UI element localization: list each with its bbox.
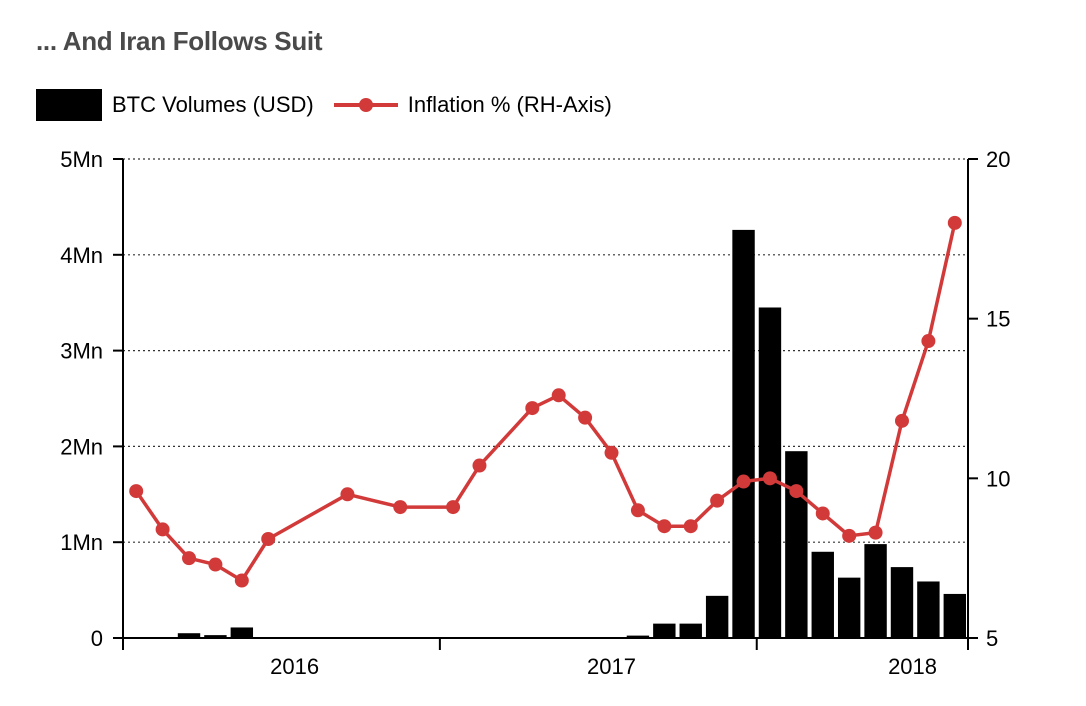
left-axis-tick-label: 1Mn — [60, 530, 103, 555]
legend-item-btc-volumes: BTC Volumes (USD) — [36, 89, 314, 121]
bar — [864, 544, 887, 638]
right-axis-tick-label: 10 — [986, 466, 1010, 491]
inflation-point — [208, 557, 223, 572]
inflation-point — [842, 528, 857, 543]
inflation-point — [604, 445, 619, 460]
inflation-point — [182, 551, 197, 566]
bar — [732, 229, 755, 638]
inflation-point — [630, 503, 645, 518]
inflation-point — [921, 334, 936, 349]
inflation-point — [710, 493, 725, 508]
inflation-point — [789, 484, 804, 499]
right-axis-tick-label: 15 — [986, 307, 1010, 332]
bar — [204, 635, 227, 638]
inflation-point — [261, 532, 276, 547]
inflation-point — [947, 215, 962, 230]
bar — [177, 633, 201, 638]
x-axis-tick-label: 2018 — [888, 654, 937, 679]
inflation-point — [129, 484, 144, 499]
legend-line-swatch — [333, 98, 398, 112]
inflation-point — [683, 519, 698, 534]
x-axis-tick-label: 2017 — [587, 654, 636, 679]
bar — [230, 627, 254, 638]
legend-bar-swatch — [36, 89, 102, 121]
bar — [653, 623, 676, 638]
legend-item-inflation: Inflation % (RH-Axis) — [333, 92, 612, 118]
inflation-point — [234, 573, 249, 588]
inflation-point — [868, 525, 883, 540]
inflation-point — [155, 522, 170, 537]
bar — [917, 581, 940, 638]
inflation-point — [472, 458, 487, 473]
right-axis-tick-label: 5 — [986, 626, 998, 651]
inflation-point — [894, 413, 909, 428]
inflation-point — [446, 500, 461, 515]
bar — [705, 595, 729, 638]
inflation-point — [340, 487, 355, 502]
inflation-point — [393, 500, 408, 515]
bar — [811, 551, 834, 638]
inflation-point — [525, 401, 540, 416]
inflation-point — [657, 519, 672, 534]
bar — [679, 623, 702, 638]
left-axis-tick-label: 5Mn — [60, 147, 103, 172]
inflation-point — [762, 471, 777, 486]
bar — [890, 567, 914, 638]
inflation-point — [815, 506, 830, 521]
inflation-line — [134, 222, 957, 583]
chart-title: ... And Iran Follows Suit — [36, 26, 323, 56]
bar — [785, 451, 808, 638]
inflation-point — [578, 410, 593, 425]
inflation-point — [736, 474, 751, 489]
bar — [943, 593, 966, 638]
bar — [837, 577, 861, 638]
inflation-point — [551, 388, 566, 403]
left-axis-tick-label: 3Mn — [60, 339, 103, 364]
left-axis-tick-label: 2Mn — [60, 434, 103, 459]
left-axis-tick-label: 0 — [91, 626, 103, 651]
legend-label-btc-volumes: BTC Volumes (USD) — [112, 92, 314, 117]
legend: BTC Volumes (USD) Inflation % (RH-Axis) — [36, 88, 632, 122]
right-axis-tick-label: 20 — [986, 147, 1010, 172]
legend-label-inflation: Inflation % (RH-Axis) — [407, 92, 612, 117]
bar — [626, 635, 650, 638]
x-axis-tick-label: 2016 — [270, 654, 319, 679]
left-axis-tick-label: 4Mn — [60, 243, 103, 268]
